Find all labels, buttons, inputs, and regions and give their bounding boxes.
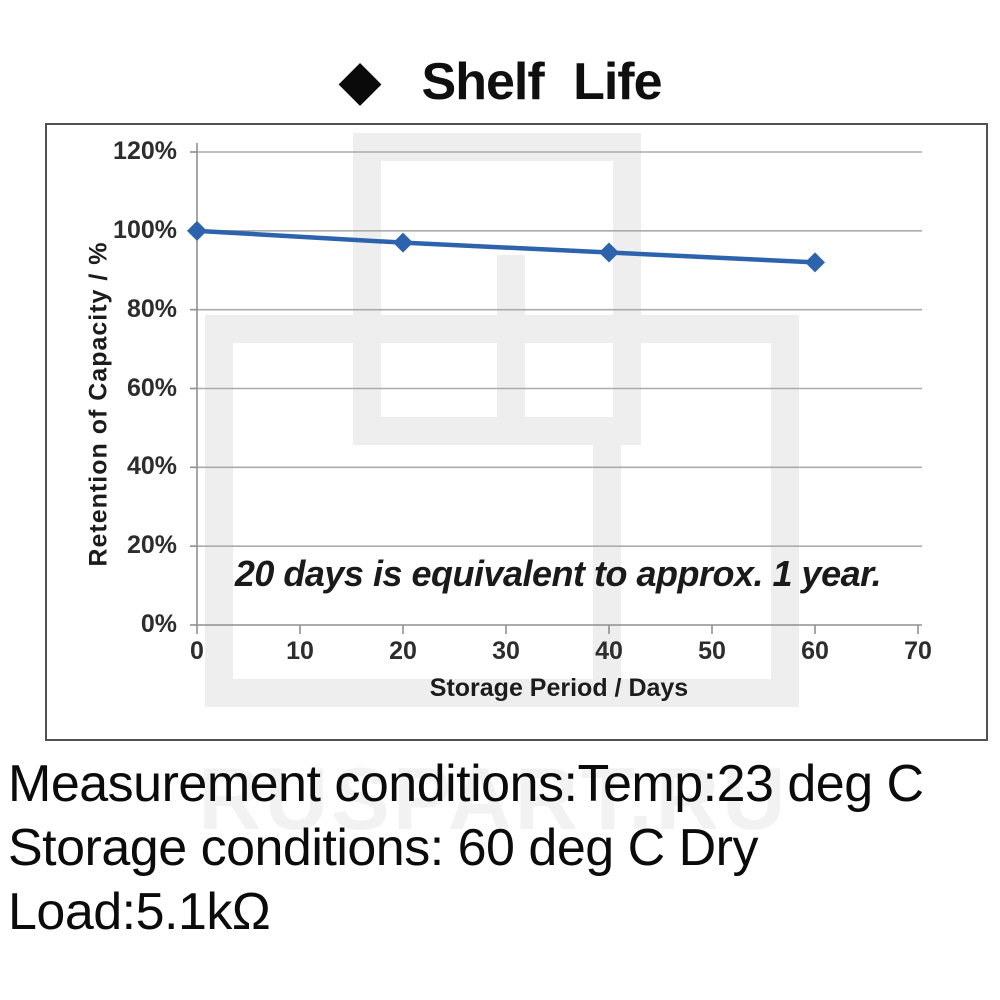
y-tick-label: 40% [126,452,177,481]
x-axis-tick-labels: 0 10 20 30 40 50 60 70 [47,125,986,739]
storage-conditions-line: Storage conditions: 60 deg C Dry [8,819,758,877]
plot-area [187,143,922,634]
y-tick-label: 80% [126,294,177,323]
measurement-conditions-line: Measurement conditions:Temp:23 deg C [8,755,924,813]
y-tick-label: 100% [113,215,177,244]
x-axis-title: Storage Period / Days [429,674,689,702]
chart-annotation: 20 days is equivalent to approx. 1 year. [234,553,882,594]
diamond-bullet-icon: ◆ [338,48,382,111]
chart-title-text: Shelf Life [421,53,663,111]
chart-title: ◆ Shelf Life [0,50,1000,114]
x-tick-label: 40 [595,637,623,665]
y-tick-label: 120% [113,137,177,165]
y-tick-label: 20% [126,531,177,560]
y-tick-label: 60% [126,373,177,402]
x-tick-label: 10 [286,637,314,665]
shelf-life-chart: 0% 20% 40% 60% 80% 100% 120% 0 10 20 30 40 50 60 70 R… [45,123,988,741]
x-tick-label: 70 [904,637,932,665]
x-tick-label: 30 [492,637,520,665]
x-tick-label: 20 [389,637,417,665]
load-line: Load:5.1kΩ [8,883,271,941]
y-tick-label: 0% [140,610,177,638]
watermark-text: RUSPART.RU [198,749,789,848]
footer-conditions: Measurement conditions:Temp:23 deg C Sto… [8,752,998,944]
x-tick-label: 60 [801,637,829,665]
y-axis-tick-labels: 0% 20% 40% 60% 80% 100% 120% [47,125,986,739]
y-axis-title: Retention of Capacity / % [84,241,113,567]
x-tick-label: 0 [190,637,204,665]
watermark-logo [205,133,799,707]
x-tick-label: 50 [698,637,726,665]
